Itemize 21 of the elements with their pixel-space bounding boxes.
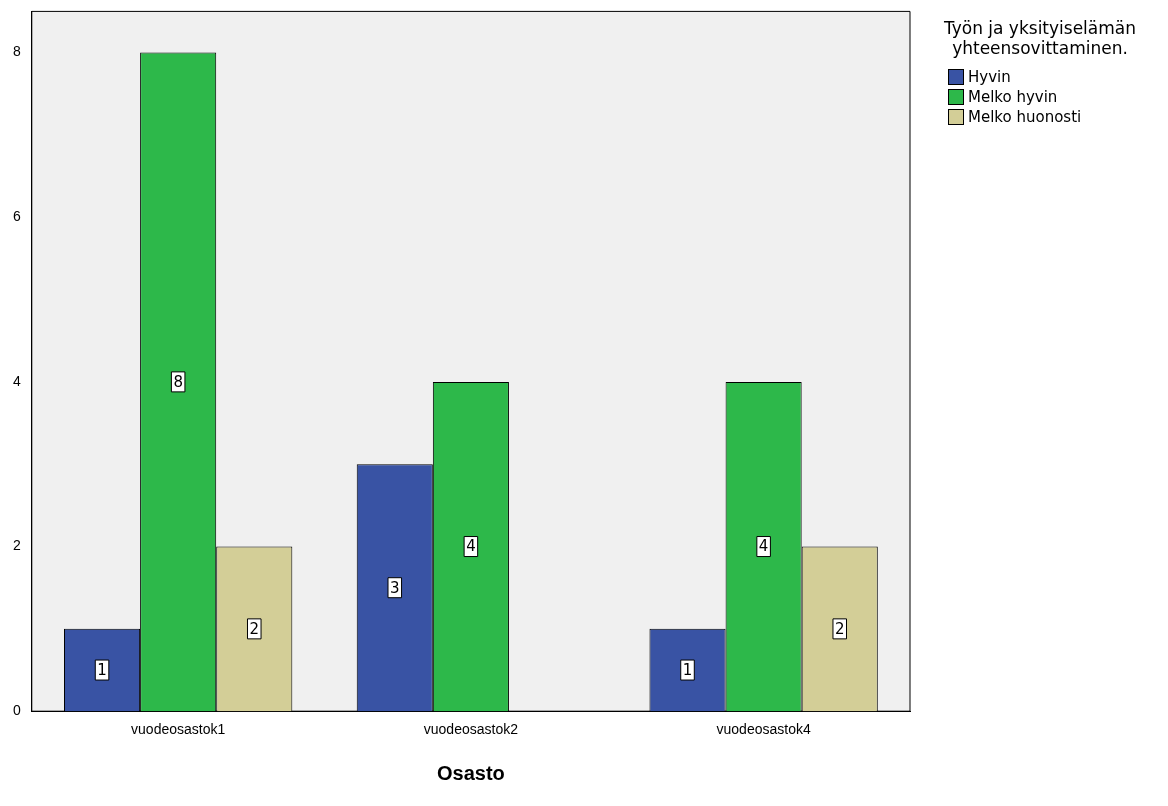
legend-label: Melko huonosti [968,108,1082,126]
x-tick-label: vuodeosastok4 [716,721,811,738]
y-tick-label: 8 [12,43,21,60]
x-tick-label: vuodeosastok1 [131,721,226,738]
y-tick-label: 2 [12,537,21,554]
data-label: 4 [466,537,476,556]
legend-label: Melko hyvin [968,88,1058,106]
data-label: 8 [173,372,183,391]
y-tick-label: 0 [12,702,21,719]
data-label: 3 [390,578,400,597]
data-label: 1 [97,660,107,679]
legend-title: Työn ja yksityiselämän yhteensovittaminen. [942,18,1138,58]
x-axis-title: Osasto [436,761,505,784]
x-tick-label: vuodeosastok2 [423,721,519,738]
data-label: 2 [834,619,845,638]
y-tick-label: 6 [12,208,21,225]
data-label: 2 [249,619,260,638]
y-tick-label: 4 [12,372,21,389]
data-label: 4 [758,537,769,556]
legend-label: Hyvin [968,68,1011,86]
data-label: 1 [682,660,693,679]
